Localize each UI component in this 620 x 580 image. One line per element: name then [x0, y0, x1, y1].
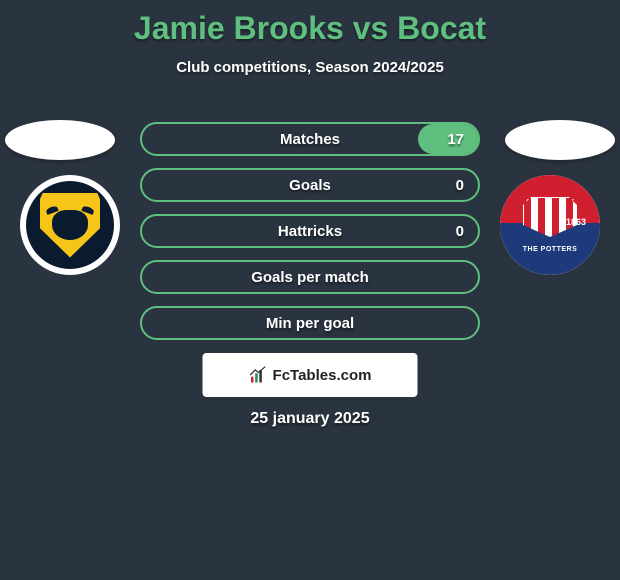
subtitle: Club competitions, Season 2024/2025	[0, 59, 620, 76]
stat-label: Hattricks	[278, 223, 342, 240]
club-crest-right: STOKE CITY THE POTTERS 1863	[500, 175, 600, 275]
page-title: Jamie Brooks vs Bocat	[0, 0, 620, 47]
stat-label: Goals per match	[251, 269, 369, 286]
player-left-photo	[5, 120, 115, 160]
stoke-year: 1863	[566, 217, 586, 227]
stat-value-right: 17	[447, 131, 464, 148]
stat-label: Matches	[280, 131, 340, 148]
stat-row: Goals per match	[140, 260, 480, 294]
fctables-brand[interactable]: FcTables.com	[203, 353, 418, 397]
stat-value-right: 0	[456, 223, 464, 240]
stat-row: Goals 0	[140, 168, 480, 202]
club-crest-left	[20, 175, 120, 275]
stat-row: Min per goal	[140, 306, 480, 340]
stats-list: Matches 17 Goals 0 Hattricks 0 Goals per match…	[140, 122, 480, 352]
stat-label: Goals	[289, 177, 331, 194]
footer-date: 25 january 2025	[0, 410, 620, 428]
stat-row: Hattricks 0	[140, 214, 480, 248]
fctables-text: FcTables.com	[273, 367, 372, 384]
bar-chart-icon	[249, 365, 269, 385]
stat-row: Matches 17	[140, 122, 480, 156]
stat-value-right: 0	[456, 177, 464, 194]
stat-label: Min per goal	[266, 315, 354, 332]
ox-head-icon	[52, 210, 88, 240]
player-right-photo	[505, 120, 615, 160]
